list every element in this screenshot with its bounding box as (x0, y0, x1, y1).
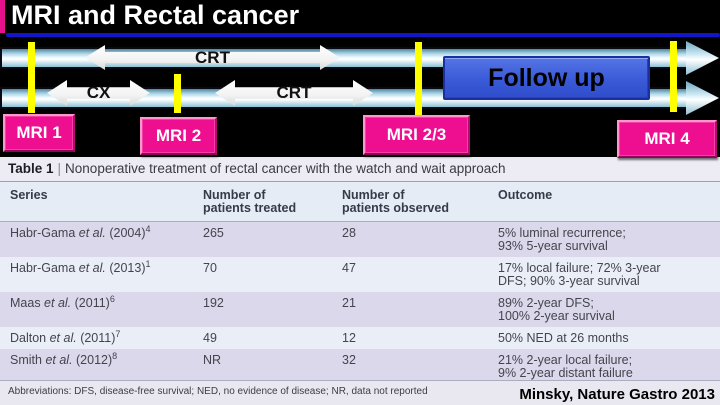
treated-cell: 70 (203, 261, 217, 275)
outcome-cell: 50% NED at 26 months (498, 331, 629, 345)
table-row: Maas et al. (2011)6 192 21 89% 2-year DF… (0, 292, 720, 327)
crt-span-arrow-top: CRT (85, 45, 340, 70)
source-citation: Minsky, Nature Gastro 2013 (519, 386, 715, 403)
observed-cell: 28 (342, 226, 356, 240)
series-cell: Habr-Gama et al. (2004)4 (10, 223, 151, 240)
reference-superscript: 6 (109, 293, 115, 304)
table-title-prefix: Table 1 (8, 161, 54, 176)
series-cell: Habr-Gama et al. (2013)1 (10, 258, 151, 275)
left-edge-accent (0, 0, 5, 33)
timeline-arrowhead-bottom-icon (686, 81, 719, 115)
crt-span-arrow-bottom: CRT (215, 80, 373, 106)
mri23-badge: MRI 2/3 (363, 115, 470, 155)
series-cell: Maas et al. (2011)6 (10, 293, 115, 310)
column-header-treated: Number of patients treated (203, 188, 297, 215)
table-header-row: Series Number of patients treated Number… (0, 182, 720, 222)
observed-cell: 47 (342, 261, 356, 275)
table-footnote: Abbreviations: DFS, disease-free surviva… (0, 380, 720, 405)
table-row: Smith et al. (2012)8 NR 32 21% 2-year lo… (0, 349, 720, 384)
crt-label-top: CRT (195, 47, 230, 67)
outcome-cell: 21% 2-year local failure; 9% 2-year dist… (498, 353, 633, 380)
cx-span-arrow: CX (47, 80, 150, 106)
series-cell: Dalton et al. (2011)7 (10, 328, 121, 345)
title-underline (6, 33, 720, 37)
followup-box: Follow up (443, 56, 650, 100)
slide-title: MRI and Rectal cancer (11, 0, 300, 30)
reference-superscript: 4 (145, 223, 151, 234)
series-cell: Smith et al. (2012)8 (10, 350, 118, 367)
table-title-text: Nonoperative treatment of rectal cancer … (65, 161, 506, 176)
outcome-cell: 89% 2-year DFS; 100% 2-year survival (498, 296, 615, 323)
outcome-cell: 5% luminal recurrence; 93% 5-year surviv… (498, 226, 626, 253)
column-header-series: Series (10, 188, 48, 202)
reference-superscript: 1 (145, 258, 151, 269)
crt-label-bottom: CRT (276, 83, 312, 102)
table-title: Table 1 | Nonoperative treatment of rectal… (0, 157, 720, 182)
mri1-badge: MRI 1 (3, 114, 75, 152)
timeline-arrowhead-top-icon (686, 41, 719, 75)
table-body: Habr-Gama et al. (2004)4 265 28 5% lumin… (0, 222, 720, 384)
observed-cell: 21 (342, 296, 356, 310)
table-row: Habr-Gama et al. (2013)1 70 47 17% local… (0, 257, 720, 292)
treated-cell: NR (203, 353, 222, 367)
outcome-cell: 17% local failure; 72% 3-year DFS; 90% 3… (498, 261, 661, 288)
cx-label: CX (86, 83, 111, 102)
observed-cell: 32 (342, 353, 356, 367)
reference-superscript: 7 (115, 328, 121, 339)
reference-superscript: 8 (112, 350, 118, 361)
yellow-marker-mri1 (28, 42, 35, 113)
yellow-marker-mri2 (174, 74, 181, 113)
treated-cell: 265 (203, 226, 224, 240)
treated-cell: 192 (203, 296, 224, 310)
yellow-marker-mri4 (670, 41, 677, 112)
table-row: Habr-Gama et al. (2004)4 265 28 5% lumin… (0, 222, 720, 257)
column-header-outcome: Outcome (498, 188, 553, 202)
table1: Table 1 | Nonoperative treatment of rectal… (0, 157, 720, 405)
column-header-observed: Number of patients observed (342, 188, 449, 215)
mri2-badge: MRI 2 (140, 117, 217, 155)
table-title-separator: | (57, 161, 62, 176)
observed-cell: 12 (342, 331, 356, 345)
treated-cell: 49 (203, 331, 217, 345)
yellow-marker-mri23 (415, 42, 422, 115)
table-row: Dalton et al. (2011)7 49 12 50% NED at 2… (0, 327, 720, 349)
mri4-badge: MRI 4 (617, 120, 717, 158)
